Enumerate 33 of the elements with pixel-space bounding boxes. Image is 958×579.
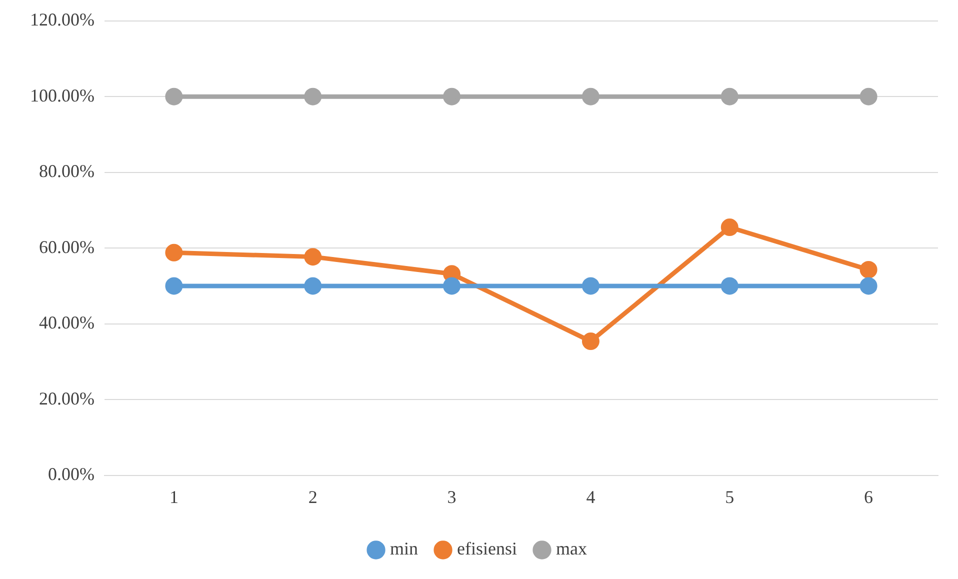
point <box>582 277 600 295</box>
point <box>165 88 183 106</box>
y-tick-label: 100.00% <box>30 85 94 106</box>
legend-label: efisiensi <box>457 538 518 559</box>
legend-label: max <box>556 538 587 559</box>
y-tick-label: 0.00% <box>48 464 94 484</box>
x-tick-label: 5 <box>725 486 734 507</box>
x-tick-label: 2 <box>308 486 318 507</box>
point <box>443 277 461 295</box>
point <box>860 277 878 295</box>
x-tick-label: 4 <box>586 486 596 507</box>
point <box>860 88 878 106</box>
point <box>304 277 322 295</box>
y-tick-label: 120.00% <box>30 10 94 30</box>
y-tick-label: 60.00% <box>38 236 94 257</box>
point <box>304 248 322 266</box>
point <box>443 88 461 106</box>
point <box>582 332 600 350</box>
x-tick-label: 3 <box>447 486 456 507</box>
point <box>165 244 183 262</box>
point <box>304 88 322 106</box>
point <box>720 277 738 295</box>
point <box>165 277 183 295</box>
point <box>720 218 738 236</box>
point <box>720 88 738 106</box>
y-tick-label: 20.00% <box>38 388 94 408</box>
legend-label: min <box>390 538 418 559</box>
point <box>860 260 878 278</box>
point <box>582 88 600 106</box>
y-tick-label: 80.00% <box>38 161 94 182</box>
y-tick-label: 40.00% <box>38 312 94 333</box>
x-tick-label: 6 <box>864 486 874 507</box>
x-tick-label: 1 <box>169 486 178 507</box>
